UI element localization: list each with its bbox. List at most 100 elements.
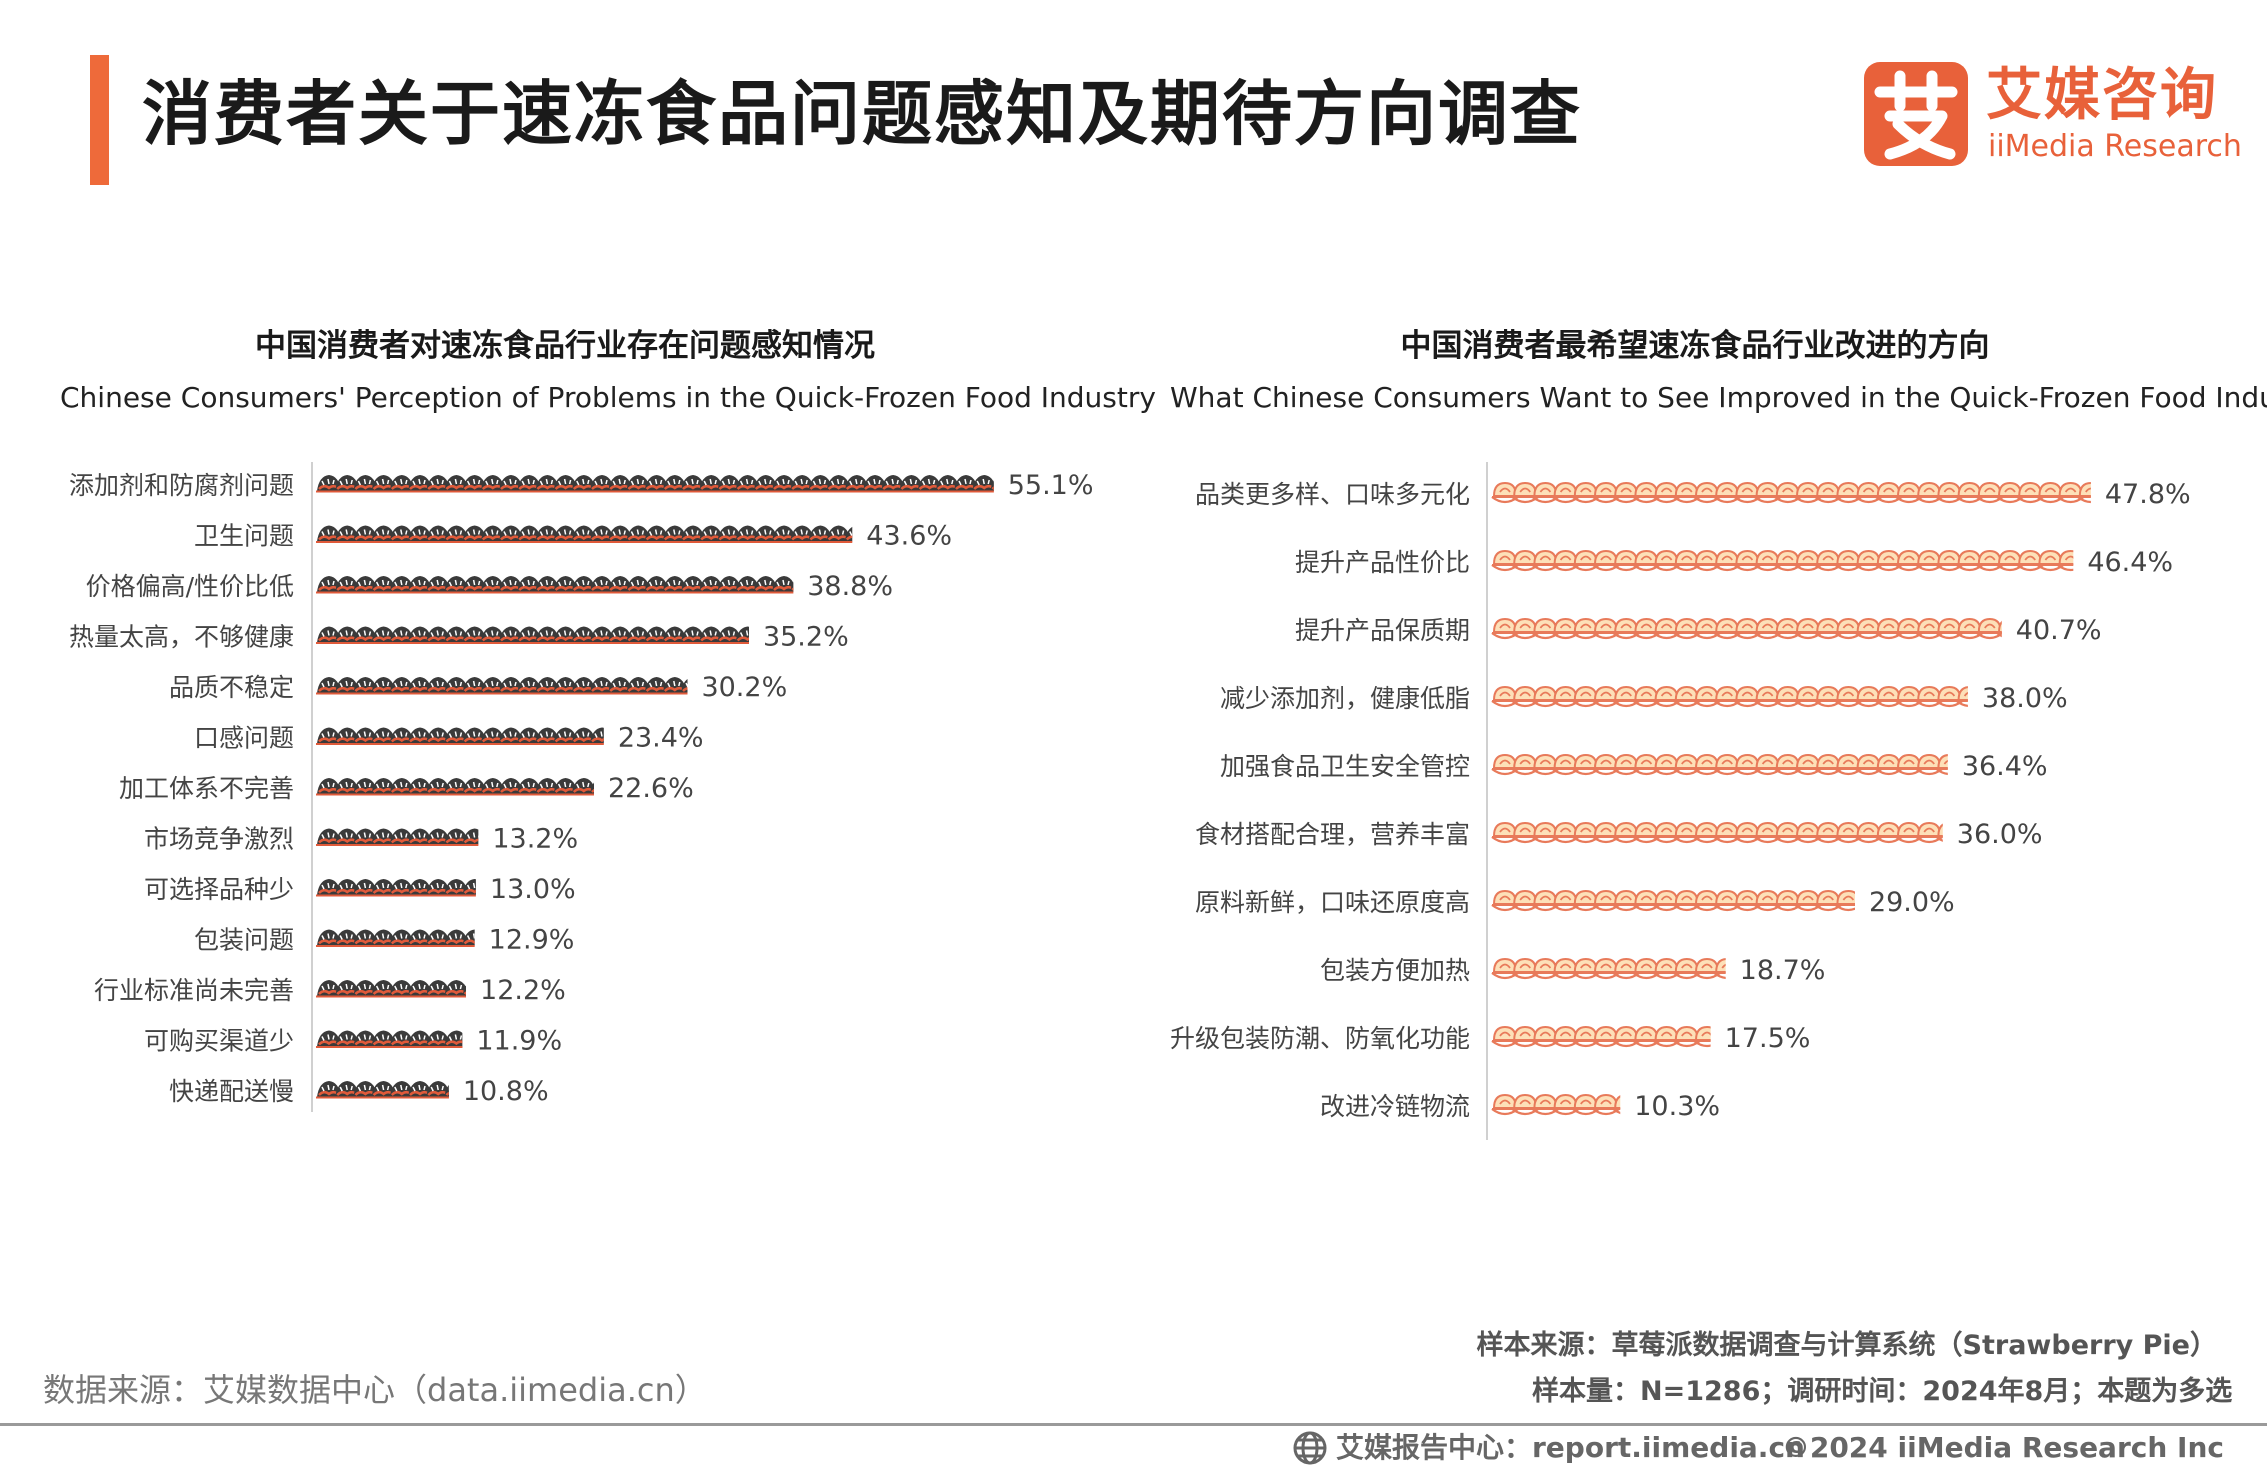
title-accent-bar xyxy=(90,55,109,185)
right-value-label: 29.0% xyxy=(1869,887,1955,918)
bun-icon xyxy=(1774,481,1802,504)
dumpling-icon xyxy=(316,828,342,846)
left-value-label: 22.6% xyxy=(608,773,694,804)
page-title: 消费者关于速冻食品问题感知及期待方向调查 xyxy=(142,73,1582,155)
bun-icon xyxy=(1935,754,1948,775)
dumpling-icon xyxy=(498,626,524,644)
left-bar xyxy=(316,1030,463,1048)
dumpling-icon xyxy=(498,727,524,745)
dumpling-icon xyxy=(370,828,397,846)
dumpling-icon xyxy=(425,475,452,493)
left-bar xyxy=(316,525,853,543)
bun-icon xyxy=(1713,958,1726,979)
left-value-label: 12.2% xyxy=(480,975,566,1006)
dumpling-icon xyxy=(443,980,467,998)
right-bar xyxy=(1491,685,1968,708)
left-value-label: 13.2% xyxy=(492,824,578,855)
right-value-label: 36.4% xyxy=(1962,751,2048,782)
left-value-label: 13.0% xyxy=(490,874,576,905)
left-value-label: 11.9% xyxy=(476,1026,562,1057)
dumpling-icon xyxy=(552,475,579,493)
bun-icon xyxy=(1875,617,1903,640)
left-value-label: 10.8% xyxy=(463,1076,549,1107)
bun-icon xyxy=(1551,617,1580,640)
left-chart-title: 中国消费者对速冻食品行业存在问题感知情况 xyxy=(255,328,875,364)
left-bar xyxy=(316,879,476,897)
left-bar xyxy=(316,1081,449,1099)
bun-icon xyxy=(1935,823,1943,842)
dumpling-icon xyxy=(498,475,524,493)
left-category-label: 卫生问题 xyxy=(194,522,294,551)
left-bar xyxy=(316,929,475,947)
dumpling-icon xyxy=(479,677,506,695)
left-category-label: 加工体系不完善 xyxy=(119,774,294,803)
dumpling-icon xyxy=(807,525,834,543)
dumpling-icon xyxy=(589,727,604,745)
left-category-label: 品质不稳定 xyxy=(169,673,294,702)
left-bar xyxy=(316,626,749,644)
copyright: ©2024 iiMedia Research Inc xyxy=(1781,1431,2224,1464)
dumpling-icon xyxy=(443,1085,449,1099)
dumpling-icon xyxy=(388,1081,415,1099)
dumpling-icon xyxy=(734,626,749,644)
bun-icon xyxy=(1935,481,1964,504)
left-bar xyxy=(316,677,688,695)
bun-icon xyxy=(1572,1093,1600,1116)
bun-icon xyxy=(1753,481,1782,504)
dumpling-icon xyxy=(425,929,452,947)
right-bar xyxy=(1491,481,2091,504)
left-bar xyxy=(316,475,994,493)
bun-icon xyxy=(1693,617,1721,640)
dumpling-icon xyxy=(461,879,476,897)
right-bar xyxy=(1491,753,1948,776)
right-chart-title: 中国消费者最希望速冻食品行业改进的方向 xyxy=(1400,328,1990,364)
right-category-label: 减少添加剂，健康低脂 xyxy=(1220,684,1470,713)
left-category-label: 快递配送慢 xyxy=(169,1077,294,1106)
bun-icon xyxy=(2077,481,2091,504)
dumpling-icon xyxy=(971,475,994,493)
dumpling-icon xyxy=(516,576,543,594)
right-category-label: 原料新鲜，口味还原度高 xyxy=(1195,888,1470,917)
dumpling-icon xyxy=(898,475,925,493)
dumpling-icon xyxy=(479,778,506,796)
dumpling-icon xyxy=(370,1081,397,1099)
dumpling-icon xyxy=(407,828,433,846)
right-bar xyxy=(1491,1093,1621,1116)
left-bar xyxy=(316,828,479,846)
dumpling-icon xyxy=(552,525,579,543)
bun-icon xyxy=(2056,549,2074,572)
right-category-label: 包装方便加热 xyxy=(1320,956,1470,985)
dumpling-icon xyxy=(843,526,853,543)
right-category-label: 升级包装防潮、防氧化功能 xyxy=(1170,1024,1470,1053)
dumpling-icon xyxy=(534,778,561,796)
right-bar xyxy=(1491,821,1943,844)
dumpling-icon xyxy=(589,782,594,796)
dumpling-icon xyxy=(334,980,361,998)
right-category-label: 提升产品性价比 xyxy=(1295,548,1470,577)
right-value-label: 36.0% xyxy=(1957,819,2043,850)
right-value-label: 40.7% xyxy=(2016,615,2102,646)
left-value-label: 38.8% xyxy=(807,571,893,602)
bun-icon xyxy=(1693,1025,1711,1048)
right-bar xyxy=(1491,549,2074,572)
dumpling-icon xyxy=(443,1030,463,1048)
right-category-label: 加强食品卫生安全管控 xyxy=(1220,752,1470,781)
left-value-label: 43.6% xyxy=(866,521,952,552)
dumpling-icon xyxy=(716,525,743,543)
right-value-label: 47.8% xyxy=(2105,479,2191,510)
dumpling-icon xyxy=(461,828,479,846)
dumpling-icon xyxy=(498,677,524,695)
logo-name-cn: 艾媒咨询 xyxy=(1986,63,2218,128)
dumpling-icon xyxy=(370,879,397,897)
left-category-label: 热量太高，不够健康 xyxy=(69,623,294,652)
bun-icon xyxy=(1612,1095,1621,1115)
left-category-label: 价格偏高/性价比低 xyxy=(86,572,294,601)
left-category-label: 口感问题 xyxy=(194,724,294,753)
globe-icon xyxy=(1293,1431,1327,1465)
right-value-label: 10.3% xyxy=(1634,1091,1720,1122)
left-category-label: 市场竞争激烈 xyxy=(144,825,294,854)
dumpling-icon xyxy=(461,929,475,947)
right-value-label: 17.5% xyxy=(1725,1023,1811,1054)
report-center-link[interactable]: 艾媒报告中心：report.iimedia.cn xyxy=(1336,1431,1805,1464)
